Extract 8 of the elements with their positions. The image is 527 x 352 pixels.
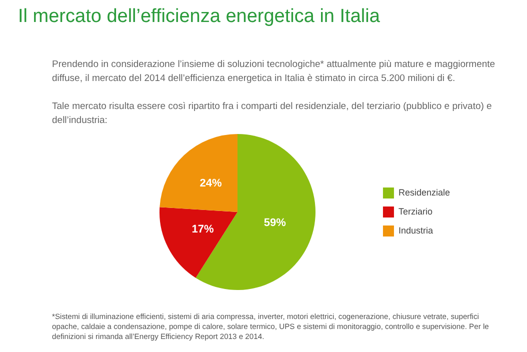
chart-title: Il mercato dell’efficienza energetica in Italia bbox=[18, 6, 380, 28]
data-label: 59% bbox=[264, 216, 286, 229]
legend-label: Terziario bbox=[398, 206, 432, 216]
text: Prendendo in considerazione l’insieme di soluzioni tecnologiche* attualmente più mature e maggiormente diffuse, il mercato del 2014 dell’efficienza energetica in Italia è stimato in circa 5.200 milioni di €. Tale mercato risulta essere così ripartito fra i comparti del residenziale, del terziario (pubblico e privato) e dell’industria: bbox=[52, 59, 496, 126]
legend-label: Residenziale bbox=[398, 187, 450, 198]
legend-label: Industria bbox=[398, 225, 433, 236]
data-label: 24% bbox=[200, 178, 222, 190]
data-label: 17% bbox=[192, 224, 214, 236]
